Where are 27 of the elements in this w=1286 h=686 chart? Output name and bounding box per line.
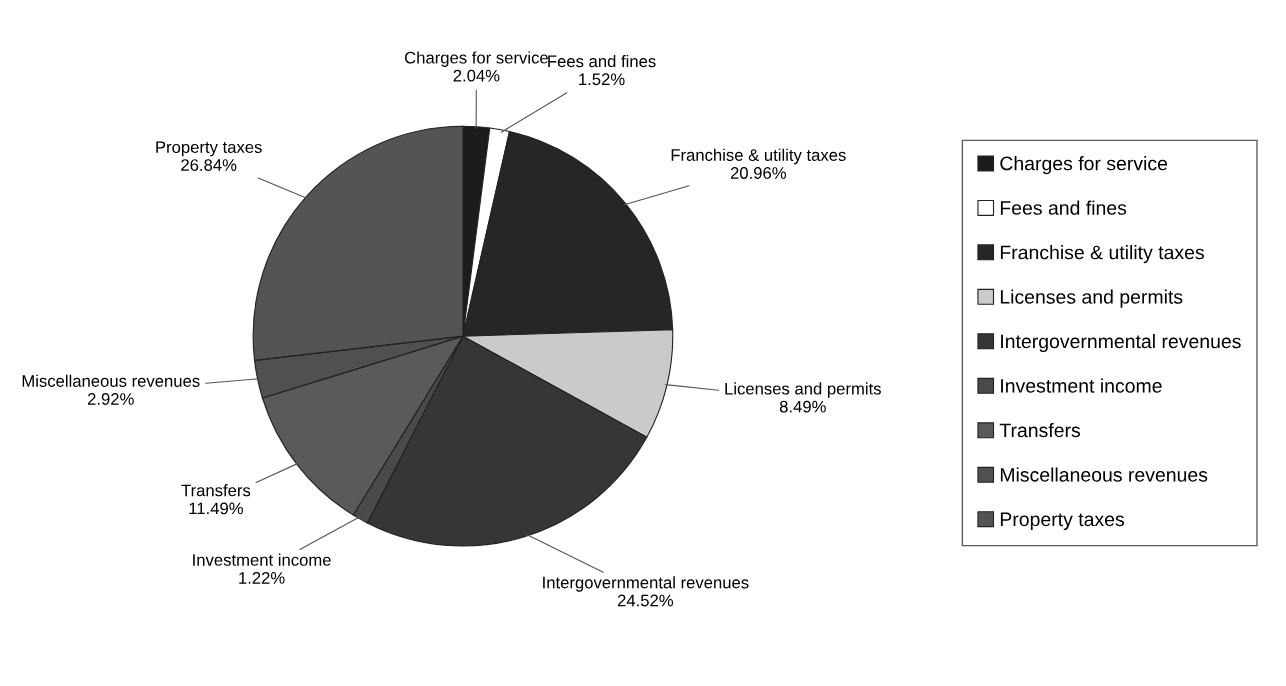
data-label: 2.92%: [87, 393, 134, 405]
legend-label: Franchise & utility taxes: [1000, 245, 1204, 264]
legend-label: Licenses and permits: [1000, 289, 1183, 308]
slice-label: Miscellaneous revenues: [22, 374, 200, 387]
slice-label: Charges for service: [405, 51, 548, 67]
legend-label: Intergovernmental revenues: [1001, 333, 1241, 353]
data-label: 1.52%: [579, 73, 625, 86]
legend-label: Transfers: [999, 422, 1081, 438]
data-label: 1.22%: [239, 571, 285, 584]
data-label: 2.04%: [453, 69, 500, 82]
slice-label: Property taxes: [156, 141, 262, 157]
data-label: 20.96%: [730, 167, 786, 179]
legend-label: Charges for service: [1000, 156, 1168, 175]
legend-label: Fees and fines: [1000, 200, 1127, 215]
legend-label: Property taxes: [1000, 512, 1124, 531]
slice-label: Franchise & utility taxes: [671, 148, 846, 165]
slice-label: Licenses and permits: [725, 382, 881, 398]
data-label: 26.84%: [181, 159, 237, 171]
slice-label: Intergovernmental revenues: [543, 576, 749, 592]
data-label: 24.52%: [617, 594, 674, 607]
legend-label: Miscellaneous revenues: [1000, 467, 1208, 482]
legend-label: Investment income: [1001, 378, 1162, 393]
slice-label: Fees and fines: [548, 54, 656, 68]
slice-label: Investment income: [193, 553, 331, 566]
slice-label: Transfers: [181, 484, 251, 497]
data-label: 11.49%: [189, 502, 243, 515]
data-label: 8.49%: [779, 400, 826, 413]
